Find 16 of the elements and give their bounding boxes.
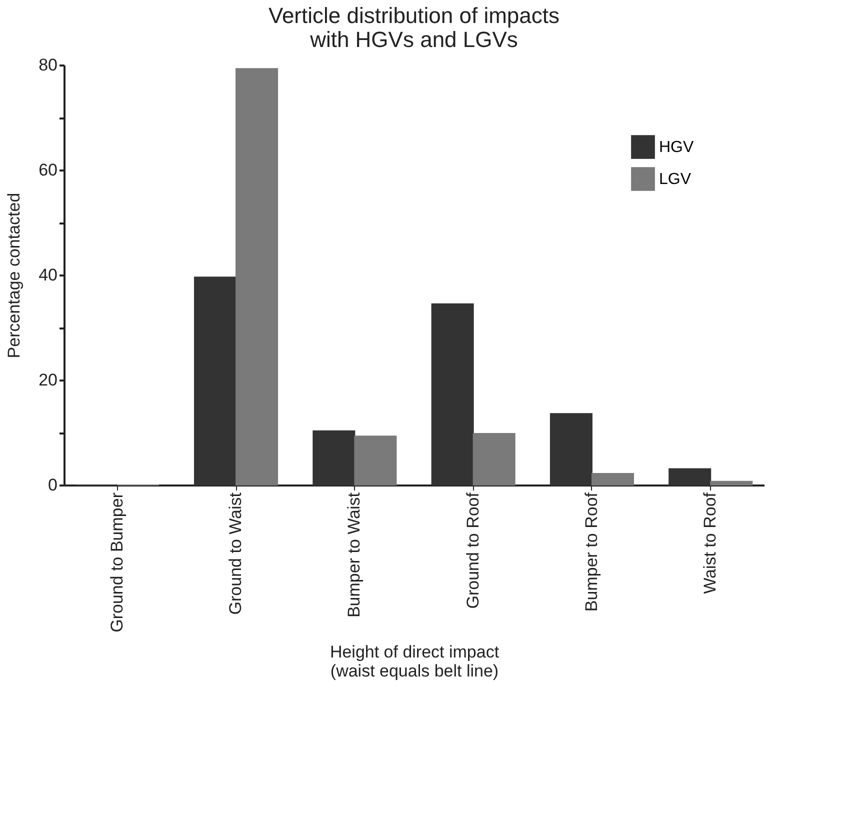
x-tick-label: Bumper to Roof — [582, 492, 601, 612]
legend-label: LGV — [659, 171, 692, 188]
x-tick-label: Ground to Waist — [226, 492, 246, 615]
legend-label: HGV — [659, 139, 694, 156]
y-axis-title: Percentage contacted — [4, 192, 24, 358]
x-tick-label: Waist to Roof — [700, 492, 720, 594]
x-tick-label: Ground to Bumper — [107, 492, 126, 632]
chart-title: Verticle distribution of impacts with HGVs and LGVs — [268, 3, 560, 52]
y-tick-label: 80 — [38, 56, 58, 74]
y-tick-label: 0 — [48, 476, 58, 494]
x-tick-label: Ground to Roof — [463, 492, 482, 609]
y-tick-label: 20 — [38, 370, 58, 390]
y-tick-label: 40 — [38, 266, 58, 284]
y-tick-label: 60 — [38, 160, 58, 180]
x-axis-title: Height of direct impact (waist equals belt line) — [330, 642, 500, 680]
x-tick-label: Bumper to Waist — [344, 492, 364, 618]
